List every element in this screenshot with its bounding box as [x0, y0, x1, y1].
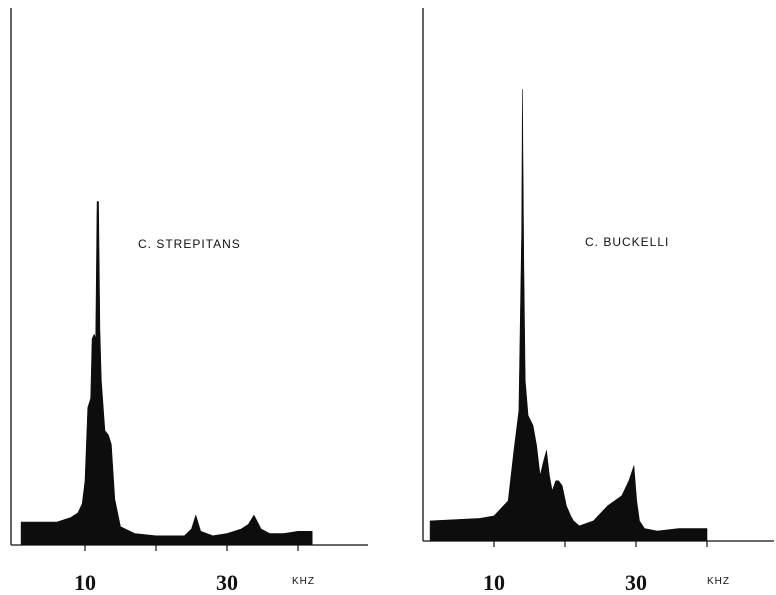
x-ticks-left: 10 30	[74, 545, 299, 595]
spectrum-area-strepitans	[20, 201, 313, 546]
x-tick-label-30: 30	[625, 570, 647, 595]
species-label-buckelli: C. BUCKELLI	[585, 235, 669, 249]
panel-buckelli: 10 30 C. BUCKELLI KHZ	[422, 8, 774, 595]
x-ticks-right: 10 30	[483, 541, 708, 595]
x-unit-label-left: KHZ	[292, 576, 315, 587]
x-unit-label-right: KHZ	[707, 576, 730, 587]
spectrum-area-buckelli	[429, 88, 708, 542]
species-label-strepitans: C. STREPITANS	[138, 237, 241, 251]
x-tick-label-10: 10	[74, 570, 96, 595]
x-tick-label-30: 30	[216, 570, 238, 595]
x-tick-label-10: 10	[483, 570, 505, 595]
panel-strepitans: 10 30 C. STREPITANS KHZ	[10, 8, 368, 595]
